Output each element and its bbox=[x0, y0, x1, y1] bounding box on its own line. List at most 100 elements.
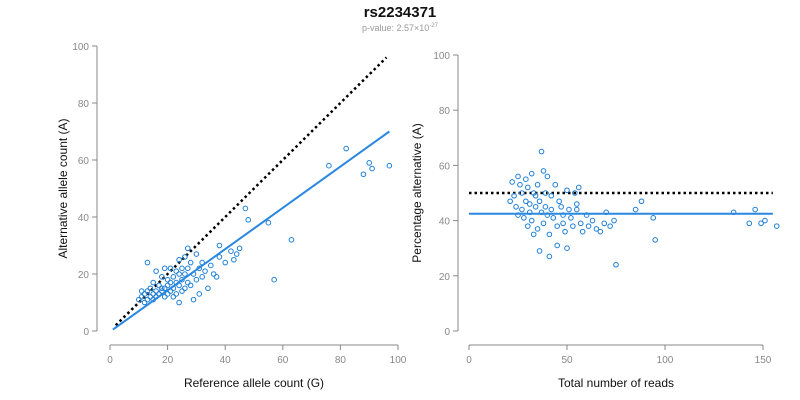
panel1-data-point bbox=[208, 262, 214, 269]
panel2-data-point bbox=[534, 181, 541, 188]
pvalue-exponent: -27 bbox=[429, 23, 438, 29]
panel2-x-tick-label: 150 bbox=[755, 355, 772, 366]
panel1-data-point bbox=[245, 217, 252, 223]
panel1-data-point bbox=[153, 268, 159, 274]
panel2-data-point bbox=[528, 217, 535, 224]
panel2-data-point bbox=[752, 206, 758, 213]
panel2-data-point bbox=[536, 248, 543, 254]
panel2-data-point bbox=[607, 223, 613, 229]
panel1-data-point bbox=[147, 294, 154, 300]
panel2-data-point bbox=[593, 226, 600, 232]
panel1-data-point bbox=[199, 274, 205, 280]
panel1-data-point bbox=[141, 299, 148, 306]
panel1-data-point bbox=[136, 296, 142, 303]
panel1-data-point bbox=[179, 288, 185, 294]
panel2-y-tick-label: 40 bbox=[439, 217, 451, 228]
panel2-data-point bbox=[575, 184, 582, 191]
panel1-y-tick-label: 100 bbox=[72, 42, 89, 53]
panel1-data-point bbox=[138, 294, 145, 300]
panel2-data-point bbox=[523, 176, 529, 182]
panel1-x-tick-label: 100 bbox=[390, 355, 407, 366]
panel2-data-point bbox=[509, 179, 515, 185]
pvalue-label: p-value: 2.57×10 bbox=[362, 23, 430, 33]
panel2-data-point bbox=[546, 253, 553, 260]
panel1-x-tick-label: 80 bbox=[335, 355, 347, 366]
panel2-data-point bbox=[564, 187, 570, 194]
panel1-data-point bbox=[184, 245, 191, 252]
panel1-data-point bbox=[288, 237, 295, 243]
panel2-data-point bbox=[601, 220, 608, 227]
panel1-data-point bbox=[150, 279, 156, 286]
panel1-data-point bbox=[193, 276, 200, 283]
panel2-data-point bbox=[611, 217, 617, 224]
panel2-data-point bbox=[532, 204, 539, 210]
panel1-data-point bbox=[161, 285, 168, 292]
panel1-data-point bbox=[144, 259, 151, 266]
panel2-x-tick-label: 100 bbox=[657, 355, 674, 366]
panel2-data-point bbox=[773, 223, 780, 229]
panel1-y-tick-label: 80 bbox=[78, 99, 90, 110]
panel2-x-axis-title: Total number of reads bbox=[558, 376, 674, 390]
panel1-data-point bbox=[150, 291, 156, 297]
panel2-x-tick-label: 0 bbox=[466, 355, 472, 366]
panel1-data-point bbox=[176, 271, 182, 277]
panel2-data-point bbox=[542, 190, 549, 196]
panel1-data-point bbox=[144, 296, 151, 303]
panel2-data-point bbox=[577, 220, 584, 227]
panel2-data-point bbox=[513, 204, 519, 210]
panel2-data-point bbox=[546, 231, 553, 238]
panel1-data-point bbox=[222, 259, 228, 266]
panel2-data-point bbox=[525, 223, 531, 229]
panel1-data-point bbox=[147, 285, 154, 292]
panel2-data-point bbox=[550, 215, 557, 221]
panel1-y-axis-title: Alternative allele count (A) bbox=[56, 118, 70, 258]
panel1-data-point bbox=[161, 294, 168, 300]
panel1-x-tick-label: 0 bbox=[107, 355, 113, 366]
panel2-data-point bbox=[525, 184, 531, 191]
panel1-data-point bbox=[167, 265, 174, 272]
panel2-data-point bbox=[597, 228, 604, 235]
panel1-data-point bbox=[138, 288, 145, 294]
panel1-data-point bbox=[173, 268, 180, 274]
panel1-data-point bbox=[170, 274, 177, 280]
panel2-data-point bbox=[572, 190, 578, 196]
panel2-data-point bbox=[536, 198, 543, 205]
panel1-data-point bbox=[182, 254, 188, 260]
panel2-data-point bbox=[554, 242, 561, 249]
panel1-data-point bbox=[228, 248, 234, 254]
panel1-data-point bbox=[159, 274, 165, 280]
panel2-data-point bbox=[554, 223, 561, 229]
panel2-y-tick-label: 100 bbox=[433, 51, 450, 62]
panel2-data-point bbox=[519, 206, 525, 213]
panel2-data-point bbox=[638, 198, 645, 205]
panel1-data-point bbox=[164, 291, 171, 297]
panel1-y-tick-label: 0 bbox=[83, 327, 89, 338]
panel1-data-point bbox=[360, 171, 367, 178]
panel1-x-axis-title: Reference allele count (G) bbox=[184, 376, 324, 390]
panel2-data-point bbox=[548, 192, 555, 199]
panel1-data-point bbox=[242, 205, 249, 212]
panel1-data-point bbox=[187, 259, 194, 266]
panel2-data-point bbox=[528, 170, 535, 177]
panel2-data-point bbox=[523, 198, 529, 205]
panel2-data-point bbox=[562, 228, 568, 235]
panel2-data-point bbox=[544, 173, 551, 180]
panel2-y-tick-label: 60 bbox=[439, 161, 451, 172]
panel1-data-point bbox=[156, 282, 162, 289]
panel2-data-point bbox=[532, 192, 539, 199]
panel2-y-tick-label: 80 bbox=[439, 106, 451, 117]
panel2-data-point bbox=[589, 217, 596, 224]
panel1-data-point bbox=[343, 145, 349, 152]
panel2-data-point bbox=[574, 206, 580, 213]
panel1-data-point bbox=[167, 279, 174, 286]
panel1-data-point bbox=[144, 288, 151, 294]
panel1-data-point bbox=[213, 274, 220, 280]
panel1-data-point bbox=[196, 291, 203, 297]
panel1-data-point bbox=[164, 276, 171, 283]
panel1-x-tick-label: 40 bbox=[220, 355, 232, 366]
panel1-data-point bbox=[202, 268, 208, 274]
panel1-data-point bbox=[369, 165, 375, 172]
panel1-data-point bbox=[205, 285, 211, 292]
panel1-data-point bbox=[184, 279, 191, 286]
